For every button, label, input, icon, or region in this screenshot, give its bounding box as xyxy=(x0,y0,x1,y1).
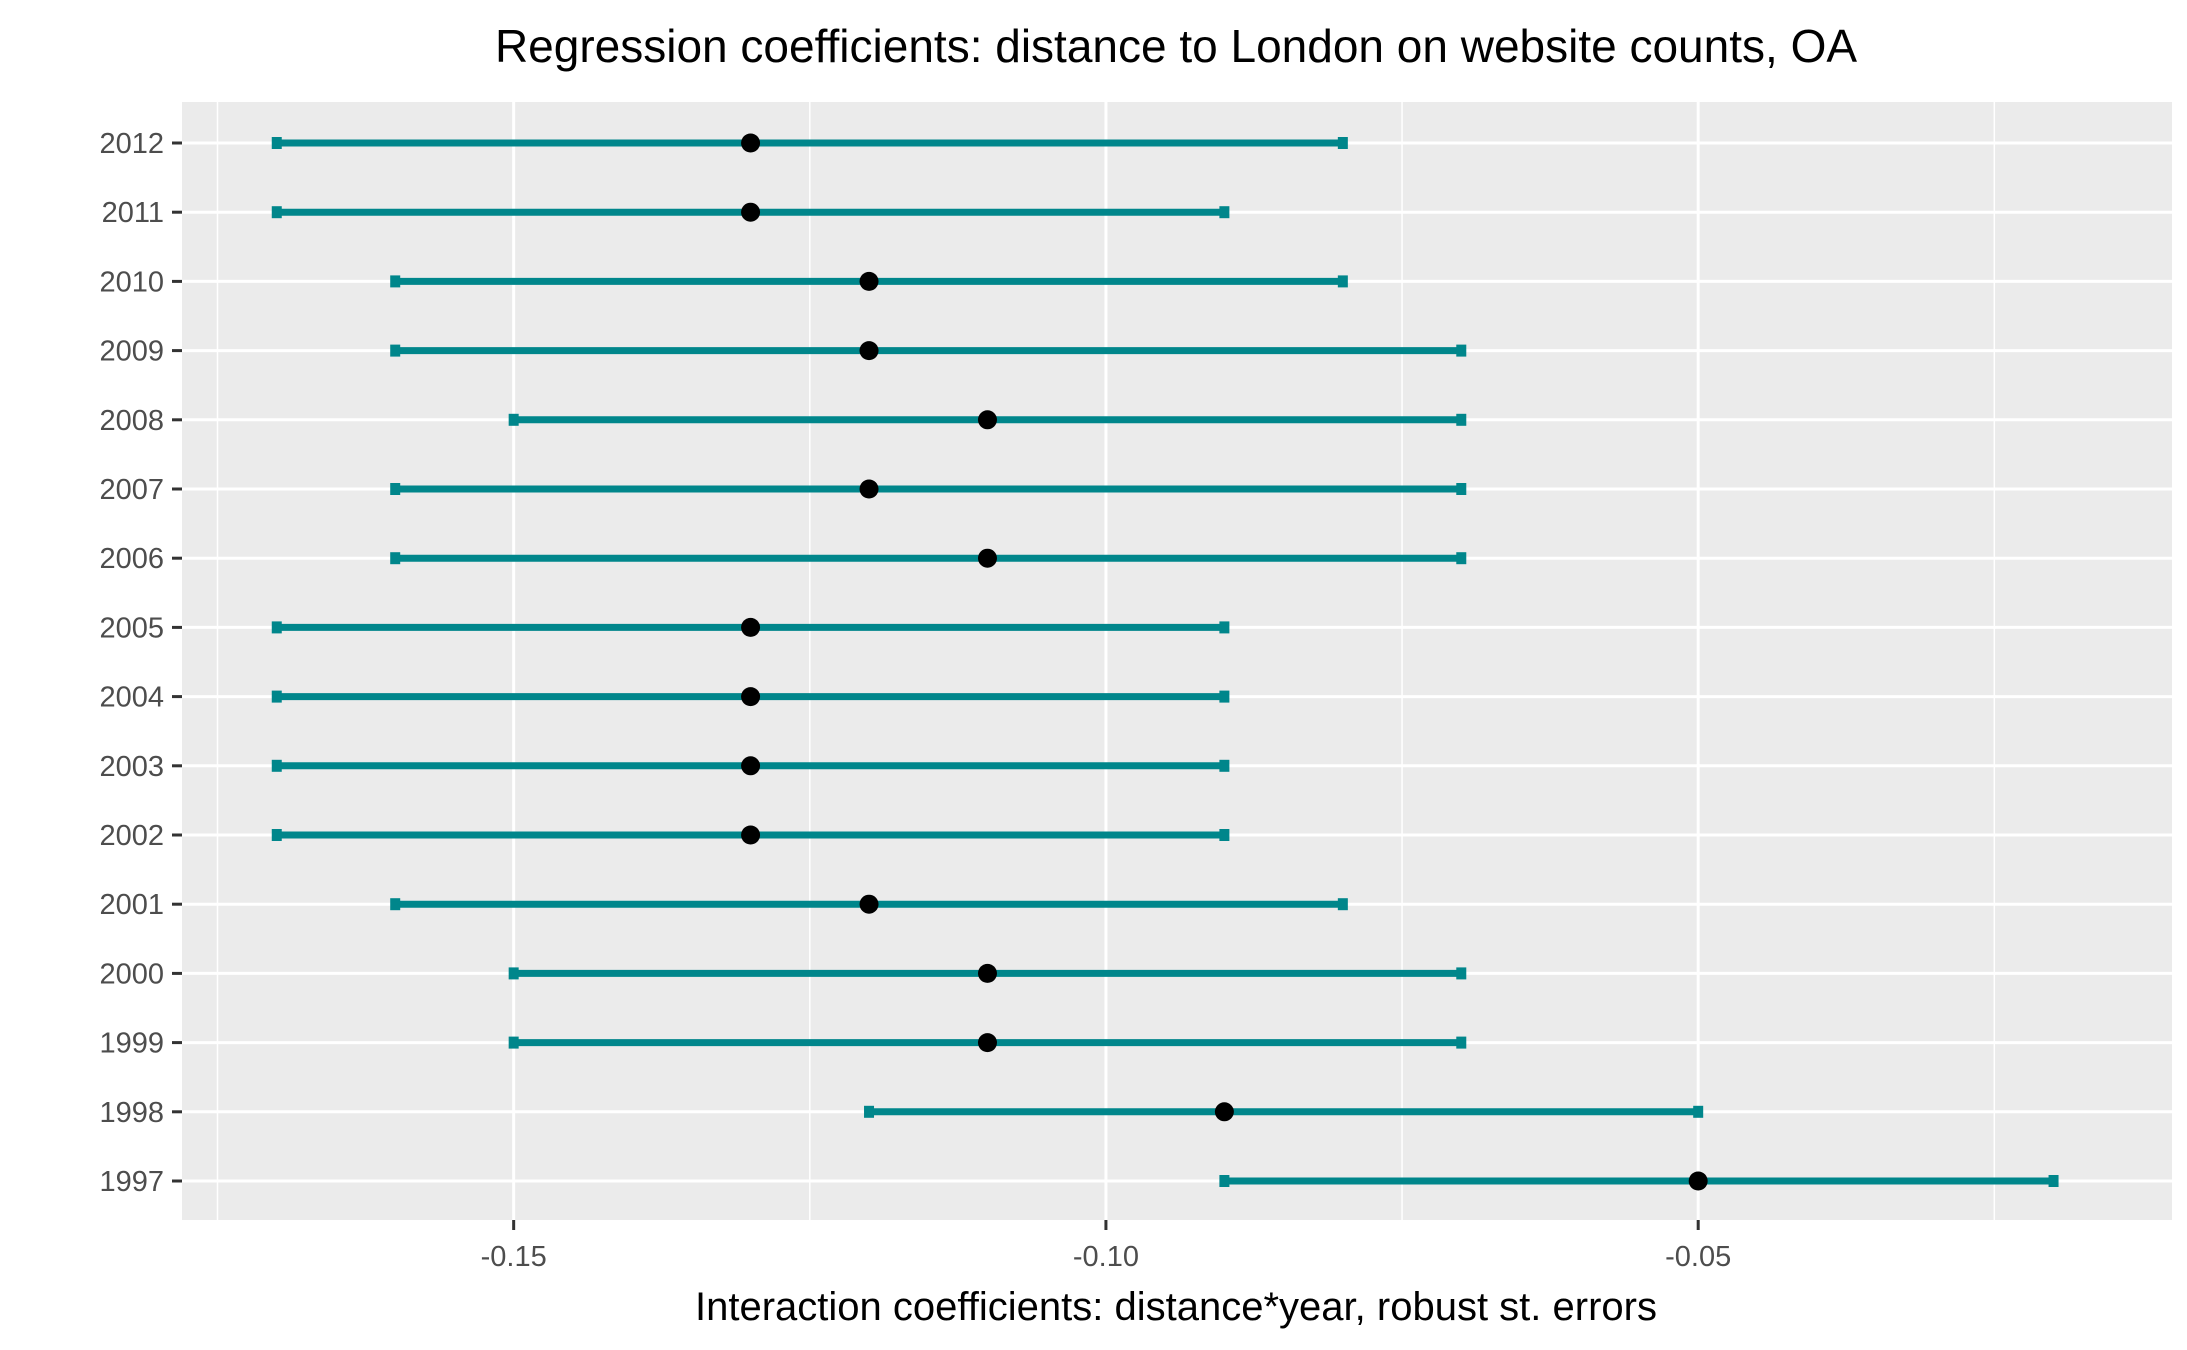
estimate-point xyxy=(741,202,761,222)
estimate-point xyxy=(977,410,997,430)
estimate-point xyxy=(859,341,879,361)
x-tick-label: -0.05 xyxy=(1665,1241,1731,1273)
x-axis-label: Interaction coefficients: distance*year,… xyxy=(695,1285,1657,1329)
plot-panel xyxy=(182,102,2172,1220)
estimate-point xyxy=(859,271,879,291)
y-tick-label: 2011 xyxy=(102,197,164,229)
y-tick-label: 2004 xyxy=(99,682,164,714)
estimate-point xyxy=(977,548,997,568)
x-tick-label: -0.15 xyxy=(481,1241,547,1273)
estimate-point xyxy=(741,756,761,776)
estimate-point xyxy=(1688,1171,1708,1191)
y-tick-label: 2003 xyxy=(99,751,164,783)
y-tick-label: 2008 xyxy=(99,405,164,437)
y-tick-label: 2012 xyxy=(99,128,164,160)
estimate-point xyxy=(741,825,761,845)
y-tick-label: 1999 xyxy=(99,1028,164,1060)
estimate-point xyxy=(741,133,761,153)
estimate-point xyxy=(977,1033,997,1053)
estimate-point xyxy=(741,687,761,707)
estimate-point xyxy=(741,617,761,637)
y-tick-label: 2002 xyxy=(99,820,164,852)
y-tick-label: 2007 xyxy=(99,474,164,506)
estimate-point xyxy=(859,894,879,914)
estimate-points xyxy=(741,133,1708,1191)
y-tick-label: 1997 xyxy=(99,1166,164,1198)
y-axis: 2012 2011 2010 2009 2008 2007 2006 2005 2004 2003… xyxy=(99,128,182,1198)
x-tick-label: -0.10 xyxy=(1073,1241,1139,1273)
y-tick-label: 2005 xyxy=(99,612,164,644)
y-tick-label: 2010 xyxy=(99,266,164,298)
estimate-point xyxy=(977,963,997,983)
y-tick-label: 2000 xyxy=(99,958,164,990)
chart-title: Regression coefficients: distance to Lon… xyxy=(495,20,1857,72)
minor-grid xyxy=(216,102,1996,1220)
y-tick-label: 2001 xyxy=(99,889,164,921)
estimate-point xyxy=(859,479,879,499)
y-tick-label: 2006 xyxy=(99,543,164,575)
y-tick-label: 1998 xyxy=(99,1097,164,1129)
estimate-point xyxy=(1214,1102,1234,1122)
y-tick-label: 2009 xyxy=(99,336,164,368)
x-axis: -0.15 -0.10 -0.05 xyxy=(481,1220,1731,1273)
